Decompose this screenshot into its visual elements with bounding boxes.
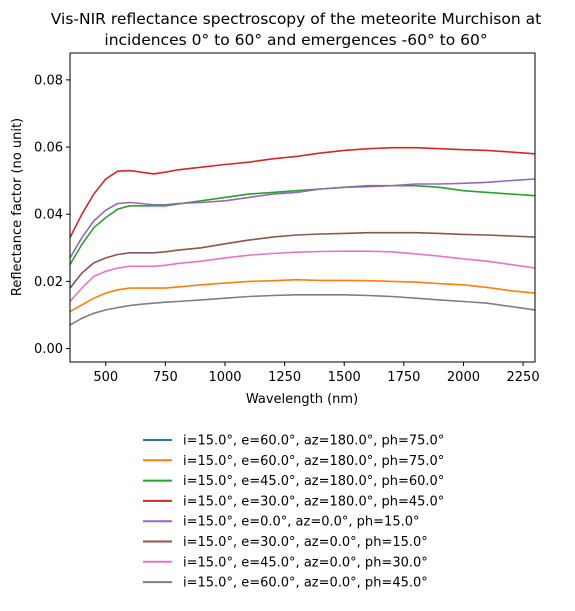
legend-label-5: i=15.0°, e=0.0°, az=0.0°, ph=15.0°	[183, 515, 420, 530]
y-tick-label: 0.04	[34, 208, 63, 223]
x-tick-label: 750	[153, 370, 178, 385]
x-tick-label: 2000	[447, 370, 480, 385]
y-tick-label: 0.08	[34, 73, 63, 88]
legend-label-3: i=15.0°, e=45.0°, az=180.0°, ph=60.0°	[183, 474, 444, 489]
plot-area	[69, 52, 536, 363]
series-line-8	[70, 294, 535, 326]
x-tick-label: 1500	[328, 370, 361, 385]
x-tick-label: 500	[93, 370, 118, 385]
series-line-2	[70, 278, 535, 313]
y-tick-label: 0.02	[34, 275, 63, 290]
y-axis-label: Reflectance factor (no unit)	[10, 118, 25, 296]
series-line-7	[70, 250, 535, 303]
x-tick-label: 1750	[387, 370, 420, 385]
legend-label-8: i=15.0°, e=60.0°, az=0.0°, ph=45.0°	[183, 576, 428, 591]
chart-title: Vis-NIR reflectance spectroscopy of the …	[51, 10, 541, 49]
y-tick-label: 0.00	[34, 342, 63, 357]
chart-title-line-2: incidences 0° to 60° and emergences -60°…	[104, 31, 487, 49]
legend-label-7: i=15.0°, e=45.0°, az=0.0°, ph=30.0°	[183, 555, 428, 570]
y-axis-ticks: 0.00 0.02 0.04 0.06 0.08	[34, 73, 70, 357]
series-line-5	[70, 178, 535, 259]
x-tick-label: 1250	[268, 370, 301, 385]
x-tick-label: 1000	[208, 370, 241, 385]
plot-frame	[69, 52, 536, 363]
chart-title-line-1: Vis-NIR reflectance spectroscopy of the …	[51, 10, 541, 28]
x-tick-label: 2250	[507, 370, 540, 385]
y-tick-label: 0.06	[34, 141, 63, 156]
x-axis-label: Wavelength (nm)	[246, 392, 358, 407]
series-line-6	[70, 231, 535, 289]
legend-label-2: i=15.0°, e=60.0°, az=180.0°, ph=75.0°	[183, 454, 444, 469]
legend-label-1: i=15.0°, e=60.0°, az=180.0°, ph=75.0°	[183, 434, 444, 449]
x-axis-ticks: 500 750 1000 1250 1500 1750 2000 2250	[93, 362, 540, 385]
series-line-4	[70, 146, 535, 239]
legend-label-6: i=15.0°, e=30.0°, az=0.0°, ph=15.0°	[183, 535, 428, 550]
legend: i=15.0°, e=60.0°, az=180.0°, ph=75.0° i=1…	[143, 434, 444, 591]
legend-label-4: i=15.0°, e=30.0°, az=180.0°, ph=45.0°	[183, 494, 444, 509]
series-line-3	[70, 184, 535, 266]
